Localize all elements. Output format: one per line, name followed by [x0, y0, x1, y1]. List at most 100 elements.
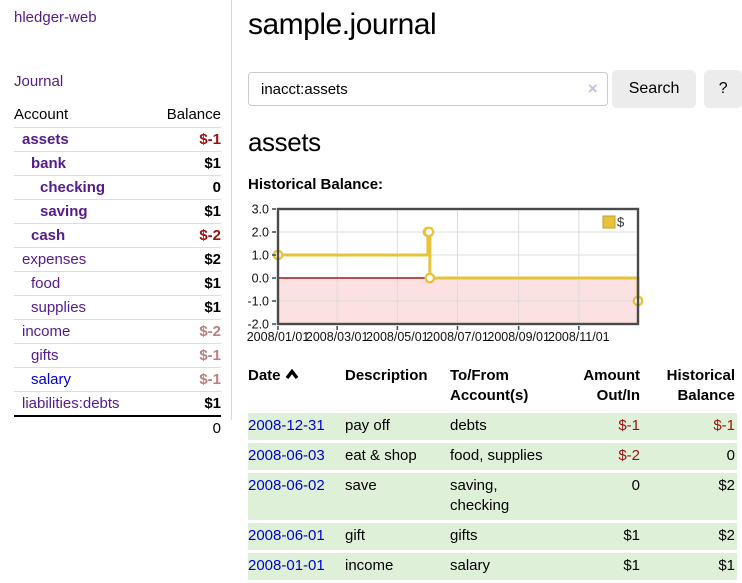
- y-axis-label: 3.0: [252, 203, 269, 217]
- x-axis-label: 2008/09/01: [487, 330, 550, 344]
- main-content: sample.journal × Search ? assets Histori…: [247, 0, 742, 583]
- transaction-accounts: gifts: [450, 523, 562, 550]
- y-axis-label: 2.0: [252, 226, 269, 240]
- transaction-description: income: [345, 553, 450, 580]
- x-axis-label: 2008/01/01: [247, 330, 310, 344]
- account-link-salary[interactable]: salary: [31, 371, 72, 388]
- search-button[interactable]: Search: [611, 70, 697, 108]
- account-balance: 0: [212, 179, 221, 196]
- account-row: salary $-1: [14, 367, 221, 392]
- account-link-checking[interactable]: checking: [40, 179, 106, 196]
- account-balance: $-2: [199, 227, 221, 244]
- transaction-accounts: debts: [450, 413, 562, 440]
- transaction-amount: $-2: [562, 443, 642, 470]
- account-balance: $1: [204, 299, 221, 316]
- account-balance: $-2: [199, 323, 221, 340]
- transaction-balance: $-1: [642, 413, 737, 440]
- x-axis-label: 2008/11/01: [548, 330, 610, 344]
- x-axis-label: 2008/03/01: [306, 330, 369, 344]
- account-link-saving[interactable]: saving: [40, 203, 88, 220]
- account-link-assets[interactable]: assets: [22, 131, 69, 148]
- transaction-row: 2008-12-31 pay off debts $-1 $-1: [248, 413, 737, 440]
- y-axis-label: -1.0: [247, 295, 269, 309]
- transaction-row: 2008-06-02 save saving, checking 0 $2: [248, 473, 737, 520]
- x-axis-label: 2008/07/01: [426, 330, 489, 344]
- transaction-balance: 0: [642, 443, 737, 470]
- sidebar: hledger-web Journal Account Balance asse…: [0, 0, 232, 437]
- transaction-date-link[interactable]: 2008-12-31: [248, 417, 325, 434]
- chart-data-point: [424, 272, 436, 284]
- account-link-food[interactable]: food: [31, 275, 61, 292]
- transaction-balance: $1: [642, 553, 737, 580]
- y-axis-label: 0.0: [252, 272, 269, 286]
- account-row: checking 0: [14, 175, 221, 200]
- account-balance: $-1: [199, 131, 221, 148]
- txn-col-header-to-from-account-s-: To/From Account(s): [450, 367, 529, 404]
- transactions-table: Date Description To/From Account(s) Amount …: [248, 363, 737, 583]
- y-axis-label: 1.0: [252, 249, 269, 263]
- transaction-amount: $1: [562, 553, 642, 580]
- txn-col-header-date[interactable]: Date: [248, 366, 345, 410]
- account-heading: assets: [248, 127, 321, 157]
- transaction-date-link[interactable]: 2008-06-02: [248, 477, 325, 494]
- account-balance: $-1: [199, 371, 221, 388]
- account-row: liabilities:debts $1: [14, 391, 221, 417]
- svg-text:$: $: [617, 215, 625, 230]
- account-row: gifts $-1: [14, 343, 221, 368]
- sidebar-item-journal[interactable]: Journal: [14, 73, 64, 90]
- transaction-description: pay off: [345, 413, 450, 440]
- account-link-bank[interactable]: bank: [31, 155, 67, 172]
- accounts-total-row: 0: [14, 416, 221, 440]
- account-row: food $1: [14, 271, 221, 296]
- transaction-amount: $1: [562, 523, 642, 550]
- account-balance: $2: [204, 251, 221, 268]
- accounts-table: Account Balance assets $-1 bank $1 checking 0…: [14, 103, 221, 440]
- search-input[interactable]: [248, 72, 608, 106]
- txn-col-header-description: Description: [345, 367, 428, 384]
- transaction-row: 2008-01-01 income salary $1 $1: [248, 553, 737, 580]
- account-row: saving $1: [14, 199, 221, 224]
- account-link-liabilities-debts[interactable]: liabilities:debts: [22, 395, 120, 412]
- txn-col-header-historical-balance: Historical Balance: [666, 367, 735, 404]
- account-link-expenses[interactable]: expenses: [22, 251, 87, 268]
- account-link-income[interactable]: income: [22, 323, 71, 340]
- account-row: assets $-1: [14, 127, 221, 152]
- account-balance: $1: [204, 203, 221, 220]
- chart-heading: Historical Balance:: [248, 176, 384, 193]
- transaction-accounts: food, supplies: [450, 443, 562, 470]
- transaction-accounts: saving, checking: [450, 473, 562, 520]
- plot-border: [276, 207, 640, 326]
- transaction-row: 2008-06-01 gift gifts $1 $2: [248, 523, 737, 550]
- transaction-date-link[interactable]: 2008-01-01: [248, 557, 325, 574]
- account-link-supplies[interactable]: supplies: [31, 299, 87, 316]
- transaction-balance: $2: [642, 523, 737, 550]
- account-row: supplies $1: [14, 295, 221, 320]
- page-title: sample.journal: [248, 8, 437, 41]
- transaction-balance: $2: [642, 473, 737, 520]
- transaction-date-link[interactable]: 2008-06-03: [248, 447, 325, 464]
- sort-ascending-icon: [285, 366, 299, 386]
- chart-data-point: [423, 226, 435, 238]
- transaction-description: gift: [345, 523, 450, 550]
- clear-search-icon[interactable]: ×: [587, 79, 598, 98]
- help-button[interactable]: ?: [704, 70, 742, 108]
- transaction-amount: $-1: [562, 413, 642, 440]
- account-row: expenses $2: [14, 247, 221, 272]
- app-title-link[interactable]: hledger-web: [14, 9, 97, 26]
- y-axis-label: -2.0: [247, 318, 269, 332]
- transaction-description: eat & shop: [345, 443, 450, 470]
- account-balance: $1: [204, 155, 221, 172]
- account-balance: $1: [204, 275, 221, 292]
- transaction-date-link[interactable]: 2008-06-01: [248, 527, 325, 544]
- transaction-accounts: salary: [450, 553, 562, 580]
- historical-balance-chart: 3.0 2.0 1.0 0.0 -1.0 -2.0 2008/01/01 2008/03/01…: [247, 203, 742, 346]
- account-link-gifts[interactable]: gifts: [31, 347, 59, 364]
- accounts-header-balance: Balance: [166, 106, 221, 123]
- account-balance: $-1: [199, 347, 221, 364]
- chart-legend: $: [602, 215, 625, 230]
- search-form: × Search ?: [248, 70, 742, 108]
- transaction-amount: 0: [562, 473, 642, 520]
- account-row: cash $-2: [14, 223, 221, 248]
- account-link-cash[interactable]: cash: [31, 227, 66, 244]
- transaction-description: save: [345, 473, 450, 520]
